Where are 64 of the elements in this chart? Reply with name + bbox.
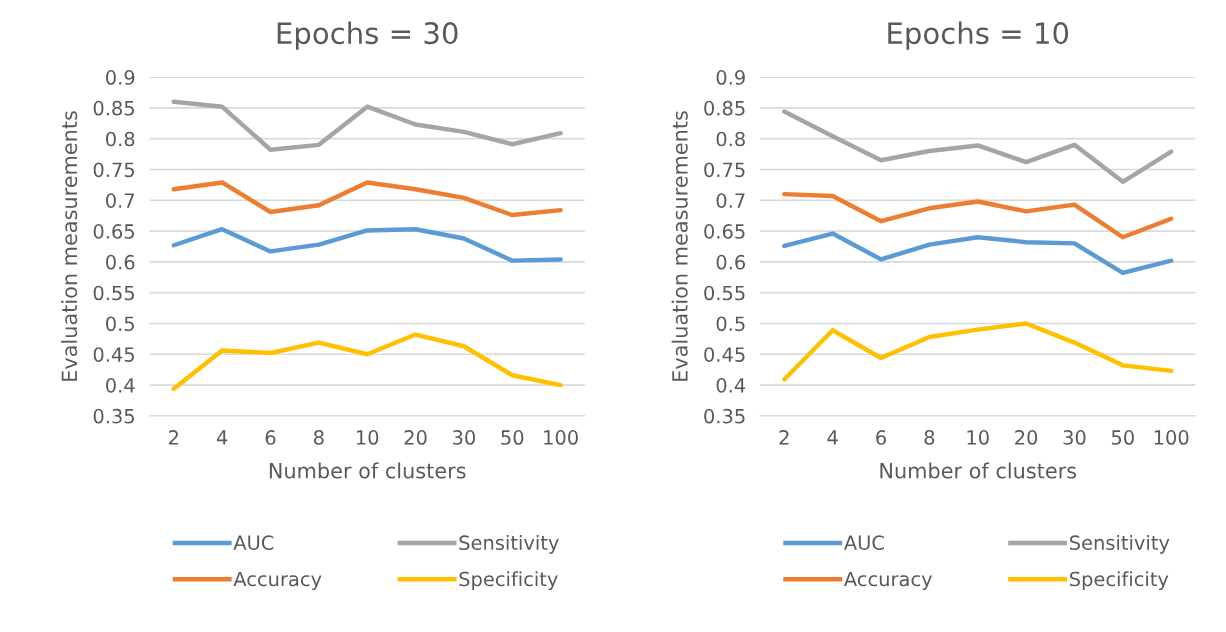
line-series [171, 227, 563, 263]
x-tick-label: 30 [1063, 430, 1086, 445]
y-tick-label: 0.4 [106, 378, 135, 393]
y-tick-label: 0.5 [716, 316, 745, 332]
y-tick-label: 0.6 [106, 254, 135, 270]
line-series [782, 109, 1174, 185]
y-tick-label: 0.85 [704, 100, 745, 116]
x-axis-title: Number of clusters [269, 462, 466, 479]
x-tick-label: 30 [453, 430, 475, 445]
x-tick-label: 8 [313, 430, 324, 445]
y-tick-label: 0.45 [93, 347, 134, 362]
x-tick-label: 50 [501, 430, 524, 445]
x-tick-label: 100 [544, 430, 578, 445]
y-tick-label: 0.75 [93, 162, 134, 178]
line-series [171, 99, 563, 152]
y-tick-label: 0.7 [106, 193, 135, 208]
legend-label: Accuracy [844, 571, 933, 591]
y-tick-label: 0.8 [716, 131, 745, 147]
x-tick-label: 4 [827, 430, 838, 445]
y-tick-label: 0.45 [704, 347, 745, 362]
legend-label: Specificity [459, 571, 558, 591]
y-tick-label: 0.35 [93, 408, 134, 424]
y-tick-label: 0.8 [106, 131, 135, 147]
line-series [171, 332, 563, 391]
y-tick-label: 0.35 [704, 408, 745, 424]
line-series [782, 191, 1174, 240]
y-tick-label: 0.55 [704, 285, 745, 301]
legend-label: Specificity [1070, 571, 1169, 591]
y-tick-label: 0.65 [704, 224, 745, 239]
x-tick-label: 100 [1154, 430, 1189, 445]
y-axis-title: Evaluation measurements [671, 111, 688, 381]
legend-label: Accuracy [233, 571, 322, 591]
x-tick-label: 20 [404, 430, 427, 445]
y-tick-label: 0.7 [716, 193, 745, 208]
x-tick-label: 4 [216, 430, 228, 445]
chart-title: Epochs = 30 [277, 21, 458, 50]
y-tick-label: 0.9 [106, 70, 135, 85]
y-tick-label: 0.55 [93, 285, 134, 301]
line-series [782, 231, 1174, 276]
y-tick-label: 0.6 [716, 254, 746, 270]
x-tick-label: 10 [356, 430, 379, 445]
x-tick-label: 2 [168, 430, 178, 445]
legend-label: Sensitivity [459, 534, 559, 554]
x-tick-label: 6 [876, 430, 886, 445]
x-tick-label: 50 [1111, 430, 1134, 445]
x-tick-label: 2 [779, 430, 789, 445]
y-tick-label: 0.4 [716, 378, 746, 393]
legend-label: Sensitivity [1070, 534, 1170, 554]
y-axis-title: Evaluation measurements [61, 111, 78, 381]
y-tick-label: 0.85 [93, 100, 134, 116]
legend-label: AUC [233, 535, 274, 551]
line-series [171, 180, 563, 218]
y-tick-label: 0.75 [704, 162, 745, 178]
x-tick-label: 8 [924, 430, 935, 445]
x-tick-label: 6 [265, 430, 276, 445]
y-tick-label: 0.65 [93, 224, 134, 239]
line-series [782, 321, 1174, 382]
x-axis-title: Number of clusters [880, 462, 1077, 479]
x-tick-label: 20 [1015, 430, 1038, 445]
chart-title: Epochs = 10 [888, 21, 1069, 50]
legend-label: AUC [844, 535, 884, 551]
x-tick-label: 10 [967, 430, 989, 445]
y-tick-label: 0.9 [716, 70, 745, 85]
y-tick-label: 0.5 [106, 316, 134, 332]
